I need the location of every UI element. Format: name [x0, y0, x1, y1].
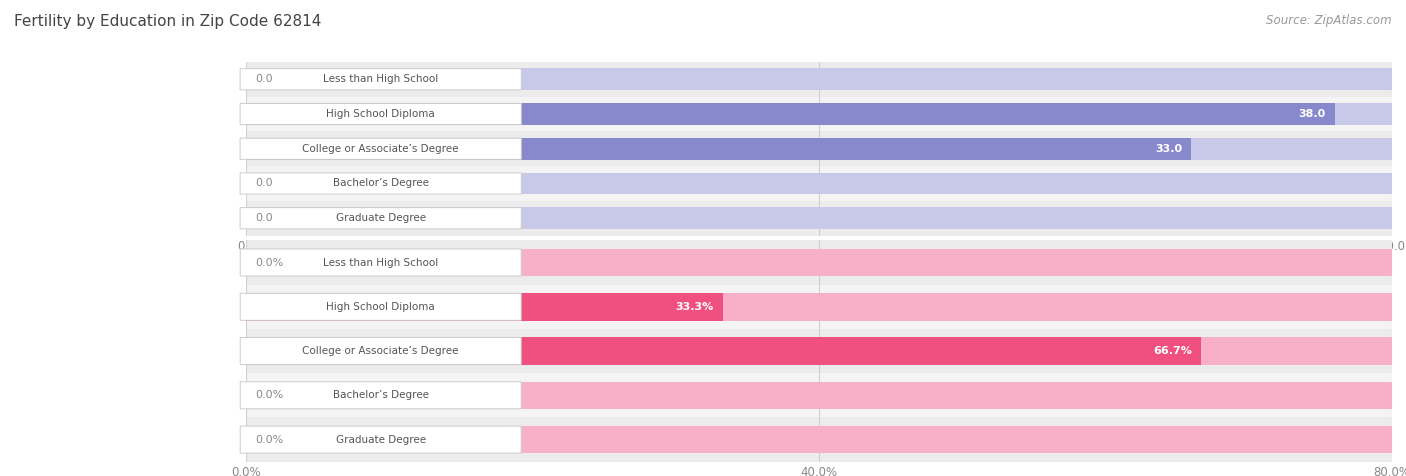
Bar — [246, 138, 1392, 159]
FancyBboxPatch shape — [240, 249, 522, 276]
FancyBboxPatch shape — [240, 138, 522, 159]
Bar — [246, 69, 1392, 90]
FancyBboxPatch shape — [240, 208, 522, 229]
Bar — [246, 285, 1392, 329]
Bar — [246, 329, 1392, 373]
Text: 0.0: 0.0 — [256, 213, 273, 223]
Bar — [246, 138, 1191, 159]
Bar — [246, 337, 1202, 365]
Text: Graduate Degree: Graduate Degree — [336, 435, 426, 445]
Bar — [246, 201, 1392, 236]
Text: Fertility by Education in Zip Code 62814: Fertility by Education in Zip Code 62814 — [14, 14, 322, 30]
Bar — [246, 293, 1392, 320]
Bar — [246, 103, 1392, 125]
Bar — [246, 382, 1392, 409]
Bar — [246, 173, 1392, 194]
Text: 0.0%: 0.0% — [256, 258, 284, 268]
Bar — [246, 417, 1392, 462]
Bar — [246, 62, 1392, 97]
Text: Less than High School: Less than High School — [323, 74, 439, 84]
Text: High School Diploma: High School Diploma — [326, 109, 434, 119]
FancyBboxPatch shape — [240, 293, 522, 320]
FancyBboxPatch shape — [240, 173, 522, 194]
Text: 38.0: 38.0 — [1298, 109, 1326, 119]
Bar — [246, 131, 1392, 166]
FancyBboxPatch shape — [240, 426, 522, 453]
Text: Bachelor’s Degree: Bachelor’s Degree — [333, 178, 429, 188]
Text: 33.3%: 33.3% — [676, 302, 714, 312]
Bar — [246, 240, 1392, 285]
Bar — [246, 103, 1334, 125]
Text: High School Diploma: High School Diploma — [326, 302, 434, 312]
Bar — [246, 166, 1392, 201]
Bar — [246, 208, 1392, 229]
Text: College or Associate’s Degree: College or Associate’s Degree — [302, 346, 458, 356]
Text: Graduate Degree: Graduate Degree — [336, 213, 426, 223]
Bar — [246, 426, 1392, 453]
FancyBboxPatch shape — [240, 382, 522, 409]
Text: 0.0%: 0.0% — [256, 390, 284, 400]
Bar — [246, 249, 1392, 276]
Text: Bachelor’s Degree: Bachelor’s Degree — [333, 390, 429, 400]
Bar — [246, 337, 1392, 365]
Bar — [246, 97, 1392, 131]
FancyBboxPatch shape — [240, 103, 522, 125]
Text: 0.0%: 0.0% — [256, 435, 284, 445]
Bar — [246, 293, 723, 320]
Text: 66.7%: 66.7% — [1153, 346, 1192, 356]
Text: Source: ZipAtlas.com: Source: ZipAtlas.com — [1267, 14, 1392, 27]
Text: 33.0: 33.0 — [1156, 144, 1182, 154]
Text: Less than High School: Less than High School — [323, 258, 439, 268]
Text: College or Associate’s Degree: College or Associate’s Degree — [302, 144, 458, 154]
Text: 0.0: 0.0 — [256, 74, 273, 84]
FancyBboxPatch shape — [240, 337, 522, 365]
FancyBboxPatch shape — [240, 69, 522, 90]
Text: 0.0: 0.0 — [256, 178, 273, 188]
Bar — [246, 373, 1392, 417]
